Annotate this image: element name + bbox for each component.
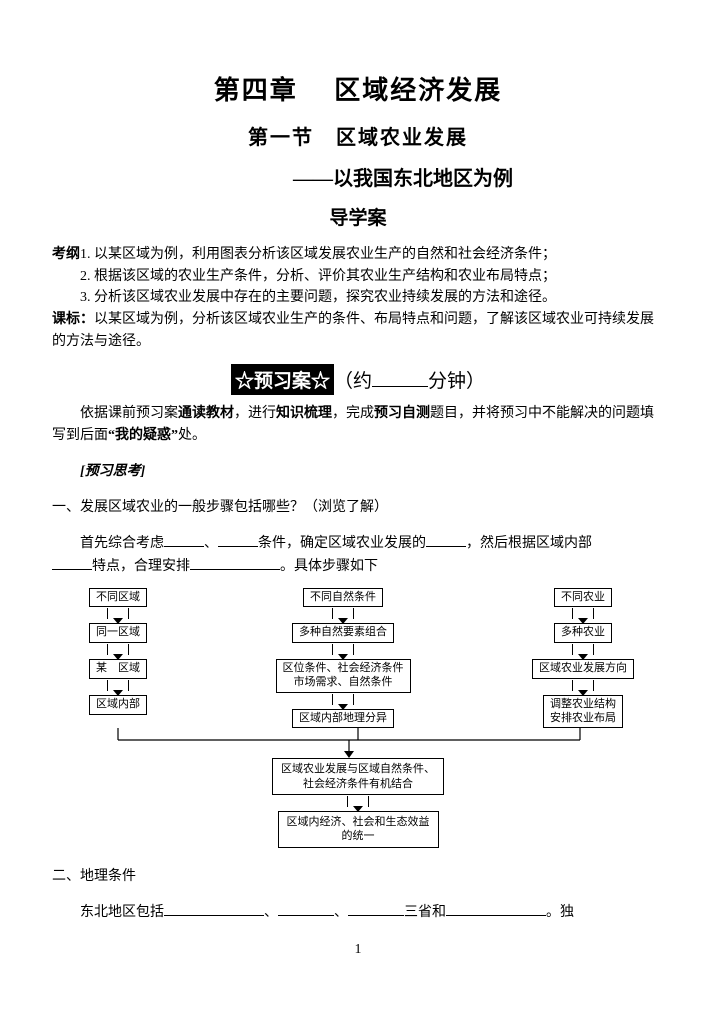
blank-minutes[interactable] bbox=[372, 372, 428, 387]
blank-5[interactable] bbox=[190, 555, 280, 570]
section-title: 第一节 区域农业发展 bbox=[52, 121, 664, 150]
converge-connector bbox=[58, 728, 658, 758]
blank-7[interactable] bbox=[278, 901, 334, 916]
q2-mid: 三省和 bbox=[404, 905, 446, 920]
kaogang-item-2: 2. 根据该区域的农业生产条件，分析、评价其农业生产结构和农业布局特点； bbox=[52, 266, 664, 288]
intro-b3: 预习自测 bbox=[374, 406, 430, 421]
q1-pre: 首先综合考虑 bbox=[80, 536, 164, 551]
preview-intro: 依据课前预习案通读教材，进行知识梳理，完成预习自测题目，并将预习中不能解决的问题… bbox=[52, 403, 664, 446]
intro-mid1: ，进行 bbox=[234, 406, 276, 421]
node-c2-r1: 不同自然条件 bbox=[303, 588, 383, 608]
blank-9[interactable] bbox=[446, 901, 546, 916]
node-c2-r3: 区位条件、社会经济条件 市场需求、自然条件 bbox=[276, 659, 411, 693]
q2-sep2: 、 bbox=[334, 905, 348, 920]
blank-4[interactable] bbox=[52, 555, 92, 570]
kaogang-item-3: 3. 分析该区域农业发展中存在的主要问题，探究农业持续发展的方法和途径。 bbox=[52, 287, 664, 309]
node-c1-r1: 不同区域 bbox=[89, 588, 147, 608]
intro-pre: 依据课前预习案 bbox=[80, 406, 178, 421]
q2-sep1: 、 bbox=[264, 905, 278, 920]
page-number: 1 bbox=[52, 942, 664, 958]
node-c1-r2: 同一区域 bbox=[89, 623, 147, 643]
kaogang-label: 考纲 bbox=[52, 247, 80, 262]
q2-line: 东北地区包括 、 、 三省和 。独 bbox=[52, 901, 664, 924]
node-c3-r4: 调整农业结构 安排农业布局 bbox=[543, 695, 623, 729]
node-c3-r2: 多种农业 bbox=[554, 623, 612, 643]
node-c3-r1: 不同农业 bbox=[554, 588, 612, 608]
node-merge: 区域农业发展与区域自然条件、 社会经济条件有机结合 bbox=[272, 758, 444, 795]
q1-line2: 特点，合理安排 。具体步骤如下 bbox=[52, 555, 664, 578]
q1-mid1: 、 bbox=[204, 536, 218, 551]
q2-end: 。独 bbox=[546, 905, 574, 920]
blank-3[interactable] bbox=[426, 532, 466, 547]
node-c2-r4: 区域内部地理分异 bbox=[292, 709, 394, 729]
intro-b2: 知识梳理 bbox=[276, 406, 332, 421]
intro-b4: “我的疑惑” bbox=[108, 428, 178, 443]
q2-heading: 二、地理条件 bbox=[52, 866, 664, 888]
chapter-title: 第四章 区域经济发展 bbox=[52, 70, 664, 107]
kebiao-label: 课标： bbox=[52, 312, 94, 327]
q1-l2-mid: 特点，合理安排 bbox=[92, 559, 190, 574]
subtitle: ——以我国东北地区为例 bbox=[52, 162, 664, 191]
intro-mid2: ，完成 bbox=[332, 406, 374, 421]
flowchart: 不同区域 同一区域 某 区域 区域内部 不同自然条件 多种自然要素组合 区位条件… bbox=[58, 588, 658, 848]
doc-type: 导学案 bbox=[52, 203, 664, 230]
preview-paren-left: （约 bbox=[334, 371, 372, 392]
blank-1[interactable] bbox=[164, 532, 204, 547]
q1-line1: 首先综合考虑 、 条件，确定区域农业发展的 ，然后根据区域内部 bbox=[52, 532, 664, 555]
node-c2-r2: 多种自然要素组合 bbox=[292, 623, 394, 643]
preview-badge: ☆预习案☆ bbox=[231, 364, 334, 395]
blank-6[interactable] bbox=[164, 901, 264, 916]
kebiao-text: 以某区域为例，分析该区域农业生产的条件、布局特点和问题，了解该区域农业可持续发展… bbox=[52, 312, 654, 349]
intro-end: 处。 bbox=[178, 428, 206, 443]
preview-paren-right: 分钟） bbox=[428, 371, 485, 392]
blank-8[interactable] bbox=[348, 901, 404, 916]
q1-mid3: ，然后根据区域内部 bbox=[466, 536, 592, 551]
kaogang-item-1: 1. 以某区域为例，利用图表分析该区域发展农业生产的自然和社会经济条件； bbox=[80, 247, 556, 262]
preview-heading: ☆预习案☆（约 分钟） bbox=[52, 364, 664, 395]
q1-heading: 一、发展区域农业的一般步骤包括哪些？（浏览了解） bbox=[52, 497, 664, 519]
blank-2[interactable] bbox=[218, 532, 258, 547]
node-c1-r3: 某 区域 bbox=[89, 659, 147, 679]
kaogang-block: 考纲1. 以某区域为例，利用图表分析该区域发展农业生产的自然和社会经济条件； bbox=[52, 244, 664, 266]
node-final: 区域内经济、社会和生态效益 的统一 bbox=[278, 811, 439, 848]
intro-b1: 通读教材 bbox=[178, 406, 234, 421]
q1-mid2: 条件，确定区域农业发展的 bbox=[258, 536, 426, 551]
node-c1-r4: 区域内部 bbox=[89, 695, 147, 715]
kebiao-block: 课标：以某区域为例，分析该区域农业生产的条件、布局特点和问题，了解该区域农业可持… bbox=[52, 309, 664, 352]
node-c3-r3: 区域农业发展方向 bbox=[532, 659, 634, 679]
q1-l2-end: 。具体步骤如下 bbox=[280, 559, 378, 574]
sikao-heading: [预习思考] bbox=[52, 461, 664, 483]
q2-pre: 东北地区包括 bbox=[80, 905, 164, 920]
